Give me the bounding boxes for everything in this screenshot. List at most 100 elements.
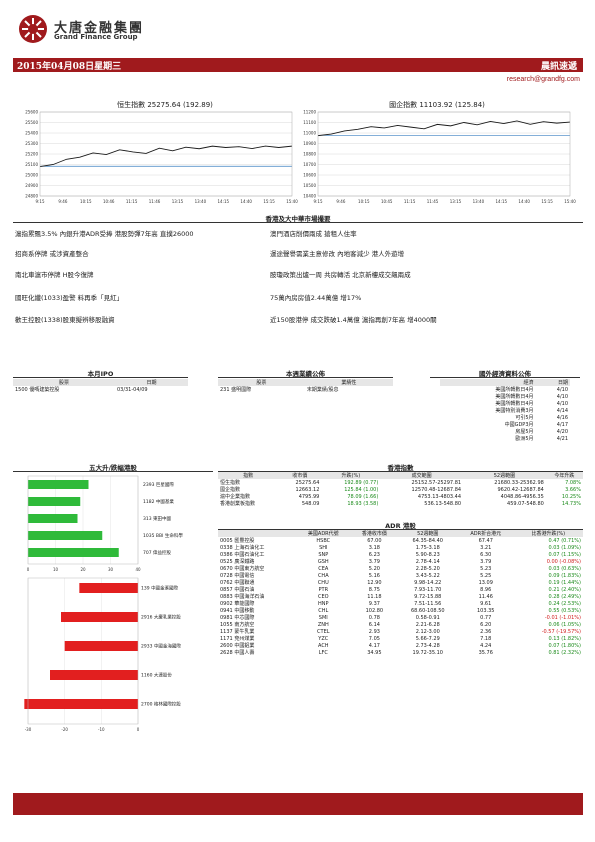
x-tick-label: 14:15	[496, 199, 508, 204]
contact-email[interactable]: research@grandfg.com	[506, 76, 580, 83]
y-tick-label: 11200	[303, 110, 316, 115]
cell: ACH	[317, 642, 329, 649]
cell: 0.03 (0.63%)	[548, 565, 581, 572]
cell: 可引5月	[515, 415, 534, 421]
cell: 0.55 (0.53%)	[548, 607, 581, 614]
x-tick-label: 14:40	[240, 199, 252, 204]
table-row: 美國所轉數日4月 4/10	[440, 400, 570, 408]
x-tick-label: 13:40	[473, 199, 485, 204]
bar	[24, 699, 139, 709]
y-tick-label: 25100	[25, 162, 38, 167]
table-row: 0762 中國聯通 CHU 12.90 9.98-14.22 13.09 0.19 (1.…	[218, 579, 583, 587]
indices-table: 指數 收市價 升跌(%) 成交範圍 52週範圍 今年升跌 恒生指數 25275.64 192.8…	[218, 472, 583, 507]
footer-bar	[13, 793, 583, 815]
x-tick-label: -20	[61, 727, 68, 732]
col-header: 香港收市價	[351, 530, 398, 537]
cell: 13.09	[478, 579, 493, 586]
cell: 4/10	[556, 386, 568, 393]
cell: 4.17	[368, 642, 380, 649]
cell: 香港創業板指數	[220, 501, 256, 507]
cell: 0.06 (1.05%)	[548, 621, 581, 628]
bar	[50, 670, 138, 680]
cell: 11.46	[478, 593, 493, 600]
cell: 5.25	[480, 572, 492, 579]
cell: 4/21	[556, 435, 568, 442]
cell: 18.93 (3.58)	[347, 500, 379, 507]
cell: 8.75	[368, 586, 380, 593]
cell: 0.09 (1.83%)	[548, 572, 581, 579]
x-tick-label: 10:45	[381, 199, 393, 204]
divider	[13, 377, 188, 378]
x-tick-label: 13:15	[450, 199, 462, 204]
cell: 7.51-11.56	[414, 600, 442, 607]
cell: 3.18	[368, 544, 380, 551]
hscei-chart-title: 國企指數 11103.92 (125.84)	[389, 101, 485, 109]
cell: 5.90-8.23	[415, 551, 440, 558]
col-header: 52週範圍	[463, 472, 546, 479]
table-row: 歐洲5月 4/21	[440, 435, 570, 443]
macro-title: 國外經濟資料公佈	[479, 370, 531, 378]
cell: 美國所轉數日4月	[495, 394, 534, 400]
cell: 35.76	[478, 649, 493, 656]
y-tick-label: 10400	[303, 194, 316, 199]
brand-name-en: Grand Finance Group	[54, 33, 138, 41]
cell: 2.28-5.20	[415, 565, 440, 572]
bar	[64, 641, 138, 651]
cell: 2600 中國鋁業	[220, 643, 255, 649]
x-tick-label: -10	[98, 727, 105, 732]
cell: 78.09 (1.66)	[347, 493, 379, 500]
bar-label: 1160 大連股份	[141, 672, 172, 679]
x-tick-label: 15:15	[541, 199, 553, 204]
bar	[28, 514, 78, 523]
col-header: 升跌(%)	[321, 472, 381, 479]
cell: YZC	[318, 635, 329, 642]
cell: 0.47 (0.71%)	[548, 537, 581, 544]
plot-frame	[27, 577, 139, 725]
x-tick-label: 11:15	[126, 199, 138, 204]
cell: -0.57 (-19.57%)	[541, 628, 581, 635]
cell: 7.18	[480, 635, 492, 642]
table-row: 香港創業板指數 548.09 18.93 (3.58) 536.13-548.80 45…	[218, 500, 583, 508]
cell: 11.18	[367, 593, 382, 600]
cell: 03/31-04/09	[116, 386, 148, 393]
cell: 6.30	[480, 551, 492, 558]
cell: 25275.64	[295, 479, 320, 486]
col-header: 股票	[218, 379, 305, 386]
cell: 1.75-3.18	[415, 544, 440, 551]
col-header: 52週範圍	[397, 530, 458, 537]
cell: 4/10	[556, 393, 568, 400]
cell: 7.05	[368, 635, 380, 642]
table-row: 2600 中國鋁業 ACH 4.17 2.73-4.28 4.24 0.07 (1.80%…	[218, 642, 583, 650]
cell: 4/20	[556, 428, 568, 435]
cell: 2.36	[480, 628, 492, 635]
hscei-line-chart: 10400 10500 10600 10700 10800 10900 11000 11100…	[303, 110, 576, 205]
news-item: 澳門酒店削價兩成 搶租人住率	[270, 230, 357, 238]
cell: 國企指數	[220, 487, 241, 493]
col-header: 業績性	[304, 379, 393, 386]
x-tick-label: 9:15	[314, 199, 323, 204]
cell: 67.00	[367, 537, 382, 544]
cell: 10.25%	[561, 493, 581, 500]
cell: CHL	[318, 607, 329, 614]
col-header: 經濟	[440, 379, 536, 386]
cell: CTEL	[317, 628, 330, 635]
cell: 231 盛明國際	[220, 387, 252, 393]
cell: SHI	[319, 544, 328, 551]
cell: CEA	[318, 565, 329, 572]
bar	[79, 583, 138, 593]
cell: 4048.86-4956.35	[500, 493, 544, 500]
col-header: 指數	[218, 472, 279, 479]
plot-frame	[27, 475, 139, 565]
news-item: 南北車滬市停牌 H股今復牌	[15, 271, 94, 279]
adr-title: ADR 港股	[385, 522, 416, 530]
table-row: 1137 蒙牛乳業 CTEL 2.93 2.12-3.00 2.36 -0.57 (-19…	[218, 628, 583, 636]
x-tick-label: 15:40	[286, 199, 298, 204]
adr-table: 美國ADR代號 香港收市價 52週範圍 ADR折合港元 比香港升跌(%) 0005 匯豐控…	[218, 530, 583, 656]
brand-logo-icon	[19, 15, 47, 43]
cell: GSH	[317, 558, 329, 565]
y-tick-label: 25600	[25, 110, 38, 115]
bar-label: 139 中國金滙國際	[141, 585, 179, 592]
cell: 2628 中國人壽	[220, 650, 255, 656]
cell: 4.24	[480, 642, 492, 649]
cell: SMI	[318, 614, 328, 621]
